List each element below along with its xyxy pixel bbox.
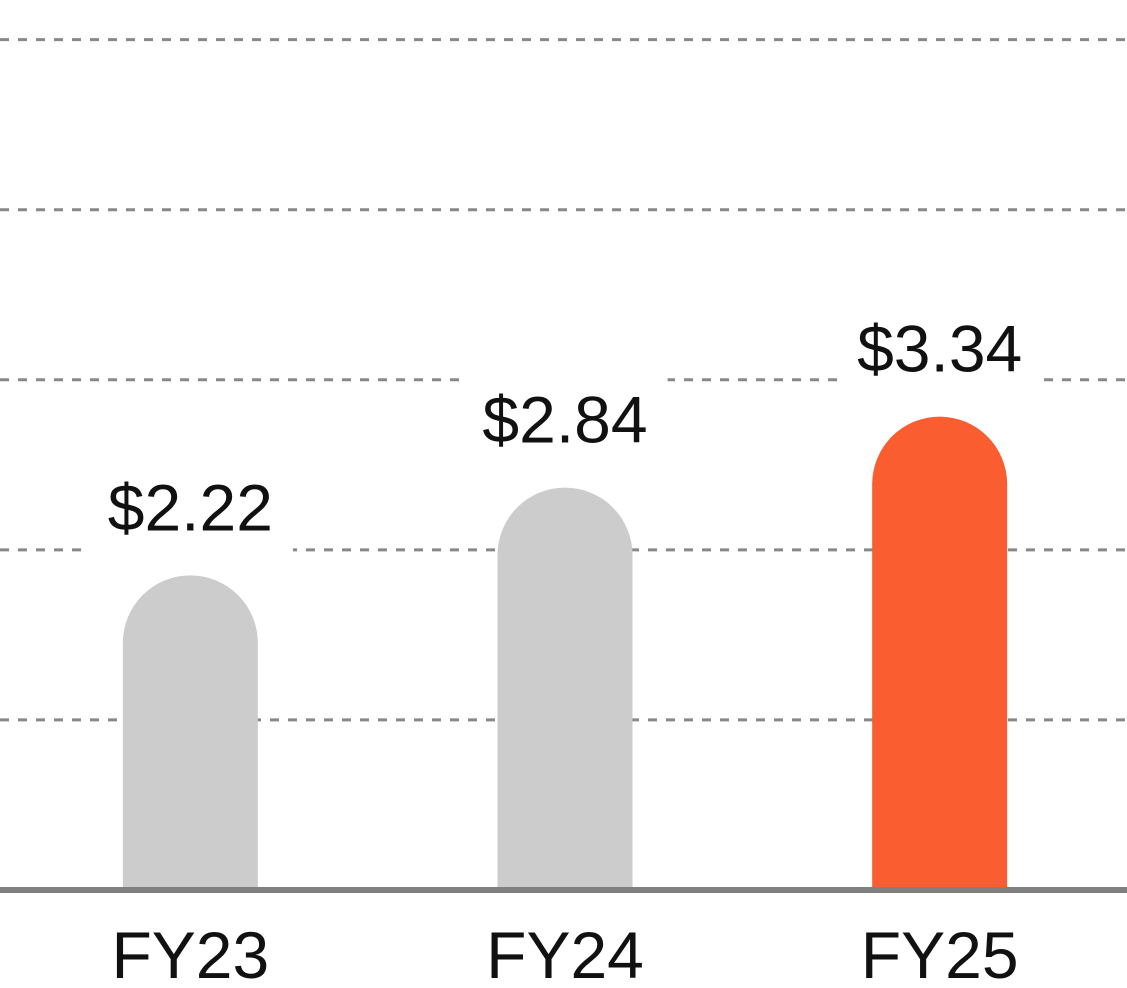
value-label: $2.22 [108,470,273,544]
value-label-group: $2.22 [87,462,293,553]
x-tick-label: FY23 [111,918,269,988]
label-background [462,374,668,465]
bar [497,487,633,890]
x-tick-label: FY25 [861,918,1019,988]
value-label: $2.84 [482,383,647,457]
bar [872,416,1008,890]
value-label-group: $2.84 [462,374,668,465]
x-tick-label: FY24 [486,918,644,988]
bar [122,575,258,890]
value-label-group: $3.34 [837,303,1043,394]
label-background [87,462,293,553]
label-background [837,303,1043,394]
value-label: $3.34 [857,312,1022,386]
